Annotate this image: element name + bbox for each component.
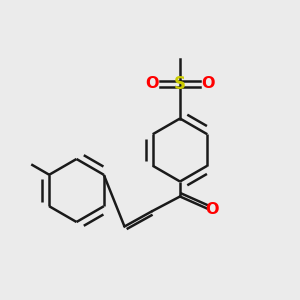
Text: S: S: [174, 75, 186, 93]
Text: O: O: [206, 202, 219, 217]
Text: O: O: [145, 76, 159, 92]
Text: O: O: [201, 76, 215, 92]
